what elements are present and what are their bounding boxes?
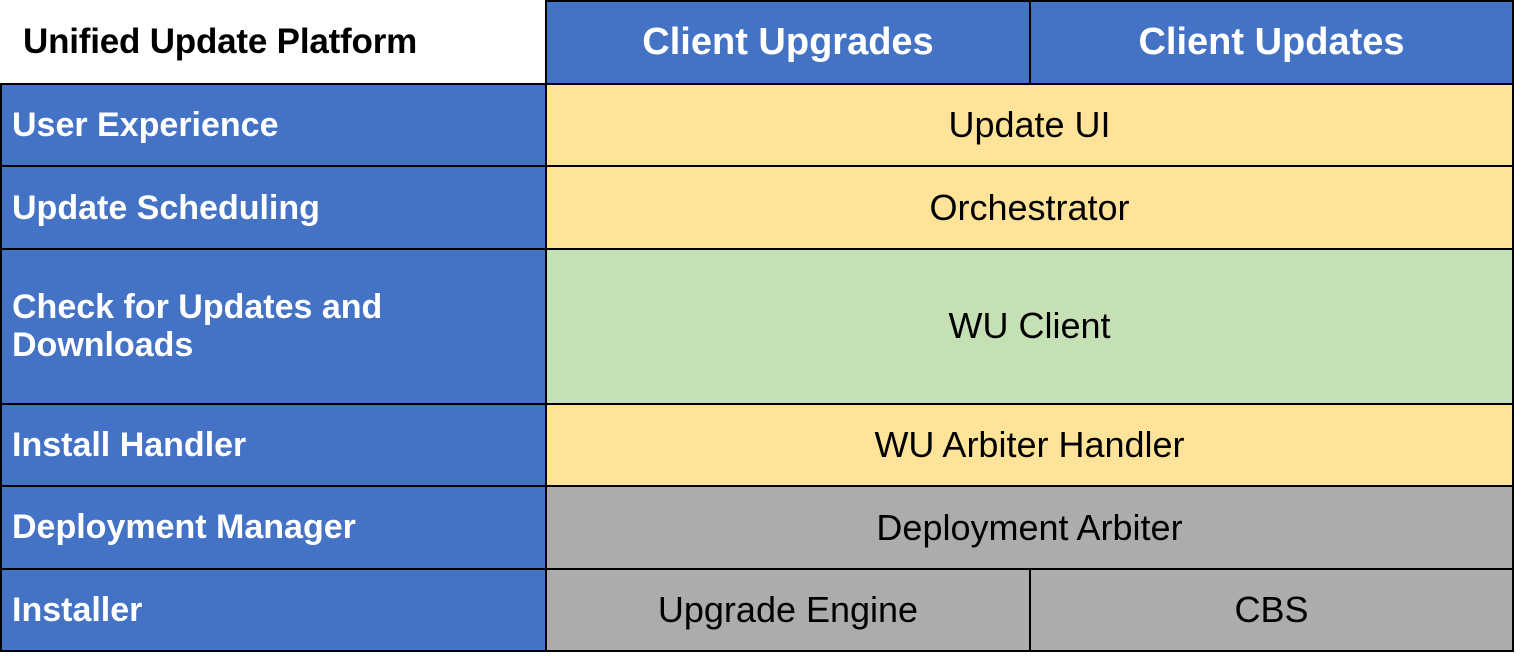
table-row: Install Handler WU Arbiter Handler bbox=[0, 402, 1514, 488]
component-label: WU Arbiter Handler bbox=[874, 424, 1185, 466]
header-row: Unified Update Platform Client Upgrades … bbox=[1, 0, 1514, 85]
row-category-label: User Experience bbox=[0, 82, 547, 168]
component-cell: Orchestrator bbox=[545, 165, 1514, 250]
component-label: Update UI bbox=[948, 104, 1111, 146]
page-title: Unified Update Platform bbox=[1, 1, 547, 85]
row-category-label: Deployment Manager bbox=[0, 485, 547, 570]
column-header-client-upgrades: Client Upgrades bbox=[545, 0, 1031, 85]
row-category-label: Update Scheduling bbox=[0, 165, 547, 250]
component-label: Orchestrator bbox=[929, 186, 1130, 228]
row-category-label: Check for Updates and Downloads bbox=[0, 247, 547, 405]
table-row: User Experience Update UI bbox=[0, 82, 1514, 168]
component-cell: CBS bbox=[1029, 567, 1514, 653]
component-cell: Update UI bbox=[545, 82, 1514, 168]
row-category-label: Install Handler bbox=[0, 402, 547, 488]
component-cell: WU Arbiter Handler bbox=[545, 402, 1514, 488]
component-cell: Deployment Arbiter bbox=[545, 485, 1514, 570]
row-category-label: Installer bbox=[0, 567, 547, 653]
column-header-client-updates: Client Updates bbox=[1029, 0, 1514, 85]
table-row: Update Scheduling Orchestrator bbox=[0, 165, 1514, 250]
table-row: Deployment Manager Deployment Arbiter bbox=[0, 485, 1514, 570]
component-label: WU Client bbox=[948, 305, 1111, 347]
component-cell: WU Client bbox=[545, 247, 1514, 405]
component-label: CBS bbox=[1234, 588, 1309, 630]
component-cell: Upgrade Engine bbox=[545, 567, 1031, 653]
table-row: Installer Upgrade Engine CBS bbox=[0, 567, 1514, 653]
component-label: Upgrade Engine bbox=[657, 588, 919, 630]
table-row: Check for Updates and Downloads WU Client bbox=[0, 247, 1514, 405]
component-label: Deployment Arbiter bbox=[876, 506, 1183, 548]
